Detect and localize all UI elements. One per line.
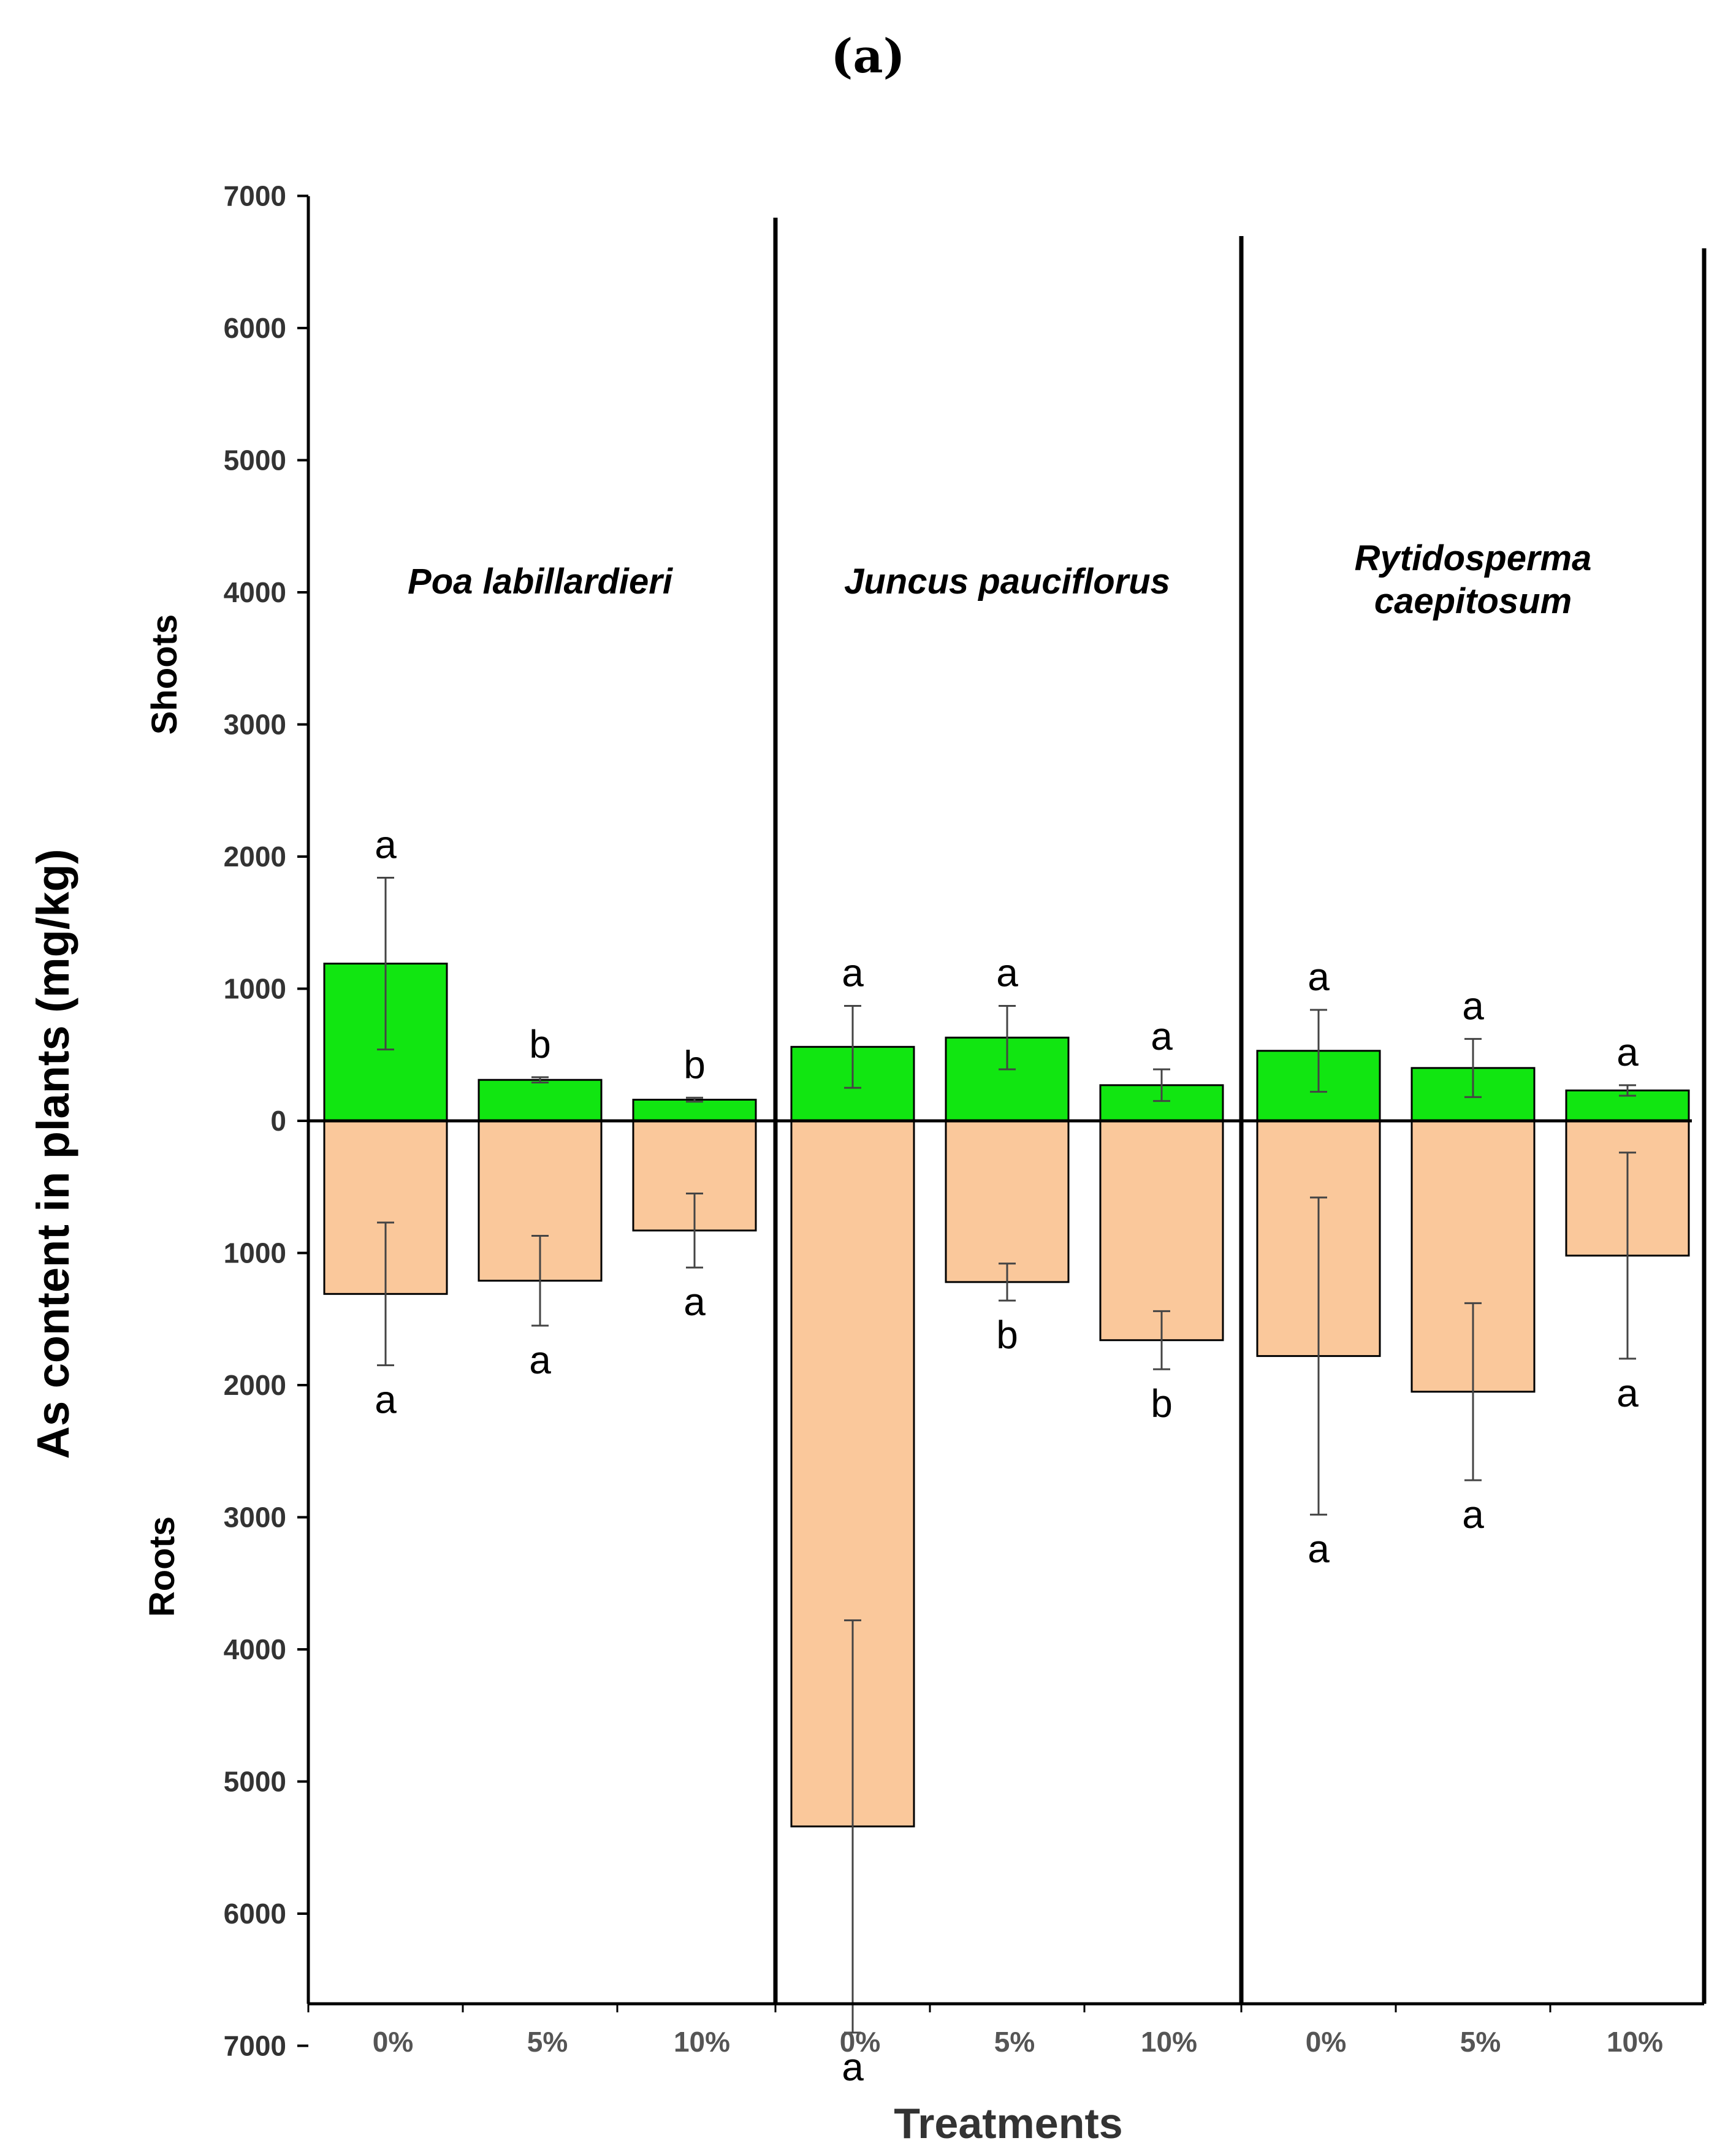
x-tick-label: 0% [1306,2026,1346,2058]
species-title: Juncus pauciflorus [844,562,1170,602]
shoot-bar [478,1079,603,1122]
root-significance-letter: a [1462,1492,1484,1537]
y-tick-label: 2000 [224,841,286,873]
shoot-significance-letter: b [683,1042,706,1087]
y-tick-label: 3000 [224,1502,286,1533]
species-title: Rytidosperma [1355,538,1592,578]
y-tick-label: 7000 [224,2030,286,2062]
root-significance-letter: a [1616,1371,1639,1415]
species-title: Poa labillardieri [408,562,674,602]
y-tick-label: 5000 [224,445,286,476]
shoot-significance-letter: a [842,951,864,995]
y-tick-label: 1000 [224,973,286,1005]
y-tick-label: 4000 [224,576,286,608]
x-tick-label: 0% [840,2026,880,2058]
y-tick-label: 6000 [224,1898,286,1930]
y-tick-label: 4000 [224,1633,286,1665]
shoots-label: Shoots [145,614,185,735]
x-tick-label: 10% [674,2026,730,2058]
x-tick-label: 10% [1141,2026,1197,2058]
y-axis-label: As content in plants (mg/kg) [28,849,78,1459]
root-significance-letter: a [529,1338,551,1382]
shoot-significance-letter: a [1151,1014,1173,1058]
x-tick-label: 5% [994,2026,1035,2058]
x-tick-label: 0% [373,2026,413,2058]
root-bar [1099,1120,1224,1342]
y-tick-label: 6000 [224,312,286,344]
y-tick-label: 7000 [224,180,286,212]
plot-area: Poa labillardieri a a b a b a Juncus paucifloru… [308,538,1692,2089]
root-significance-letter: b [1151,1381,1173,1426]
x-tick-label: 5% [1460,2026,1501,2058]
root-bar [945,1120,1070,1283]
y-axis: 7000 6000 5000 4000 3000 2000 1000 0 1000 2000 300… [224,180,310,2062]
root-significance-letter: a [842,2045,864,2089]
shoot-significance-letter: a [1616,1030,1639,1074]
group-dividers [773,218,1707,2004]
y-tick-label: 0 [270,1105,286,1137]
species-title: caepitosum [1374,581,1572,621]
x-tick-label: 5% [527,2026,568,2058]
y-tick-label: 3000 [224,709,286,741]
root-significance-letter: a [375,1378,397,1422]
panel-label: (a) [831,29,905,83]
root-significance-letter: a [1308,1527,1330,1571]
shoot-significance-letter: b [529,1022,551,1066]
x-axis-label: Treatments [894,2099,1122,2147]
x-tick-label: 10% [1607,2026,1663,2058]
y-tick-label: 2000 [224,1369,286,1401]
root-significance-letter: a [683,1280,706,1324]
shoot-bar [632,1099,757,1122]
shoot-significance-letter: a [375,822,397,866]
root-significance-letter: b [996,1313,1018,1357]
y-tick-label: 1000 [224,1237,286,1269]
roots-label: Roots [142,1516,182,1617]
y-tick-label: 5000 [224,1766,286,1798]
x-axis: 0% 5% 10% 0% 5% 10% 0% 5% 10% [307,2002,1704,2058]
shoot-significance-letter: a [996,951,1018,995]
shoot-significance-letter: a [1308,955,1330,999]
shoot-significance-letter: a [1462,983,1484,1028]
